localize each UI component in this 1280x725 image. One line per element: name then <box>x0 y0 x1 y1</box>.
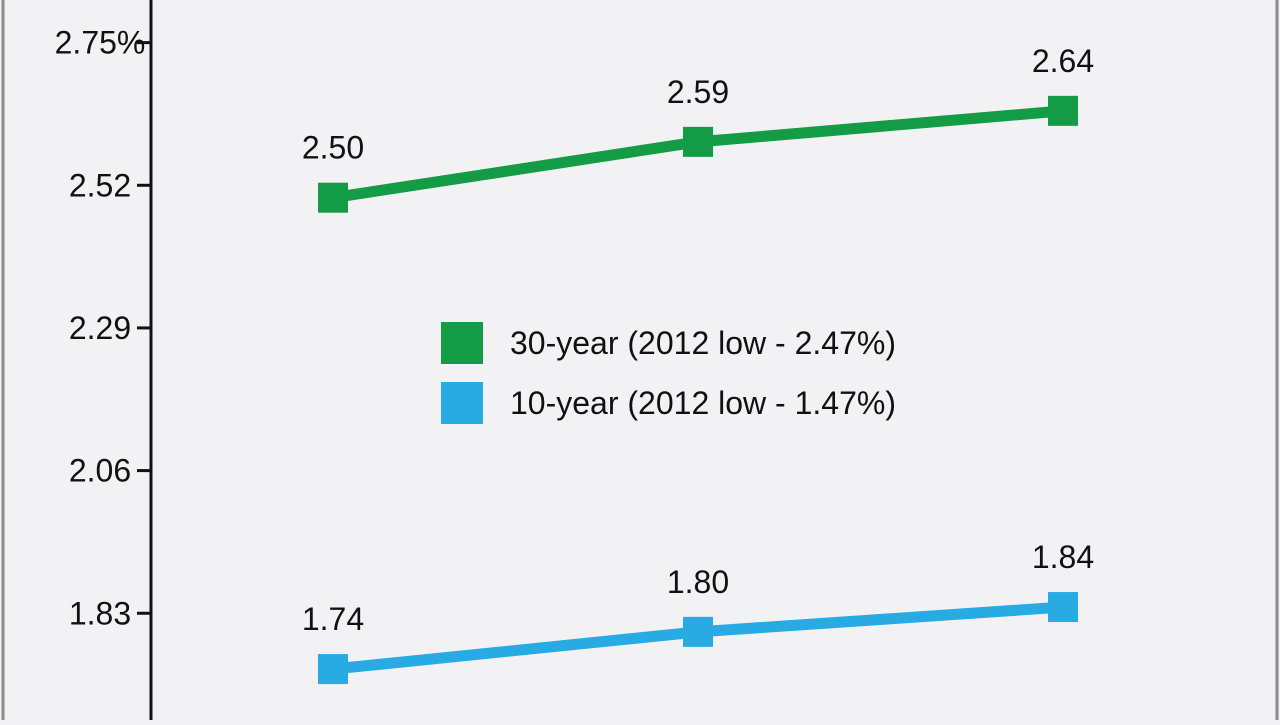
data-label: 2.59 <box>667 74 729 110</box>
data-label: 1.74 <box>302 601 364 637</box>
legend-label: 10-year (2012 low - 1.47%) <box>510 385 896 421</box>
legend-swatch <box>441 382 483 424</box>
data-point-marker <box>1048 592 1078 623</box>
y-tick-label: 1.83 <box>69 595 131 631</box>
data-point-marker <box>1048 95 1078 126</box>
data-label: 2.50 <box>302 130 364 166</box>
data-point-marker <box>318 182 348 213</box>
data-point-marker <box>683 126 713 157</box>
legend-label: 30-year (2012 low - 2.47%) <box>510 325 896 361</box>
y-ticks: 1.83 2.06 2.29 2.52 2.75% <box>55 25 151 631</box>
data-label: 2.64 <box>1032 43 1094 79</box>
data-point-marker <box>683 616 713 647</box>
data-label: 1.84 <box>1032 539 1094 575</box>
legend-swatch <box>441 322 483 364</box>
series-layer: 2.50 2.59 2.64 1.74 1.80 1.84 <box>302 43 1094 685</box>
y-tick-label: 2.29 <box>69 310 131 346</box>
series-1: 1.74 1.80 1.84 <box>302 539 1094 685</box>
y-tick-label: 2.52 <box>69 167 131 203</box>
legend: 30-year (2012 low - 2.47%) 10-year (2012 … <box>441 322 896 424</box>
y-tick-label: 2.06 <box>69 453 131 489</box>
data-label: 1.80 <box>667 564 729 600</box>
data-point-marker <box>318 654 348 685</box>
series-0: 2.50 2.59 2.64 <box>302 43 1094 213</box>
y-tick-label: 2.75% <box>55 25 146 61</box>
